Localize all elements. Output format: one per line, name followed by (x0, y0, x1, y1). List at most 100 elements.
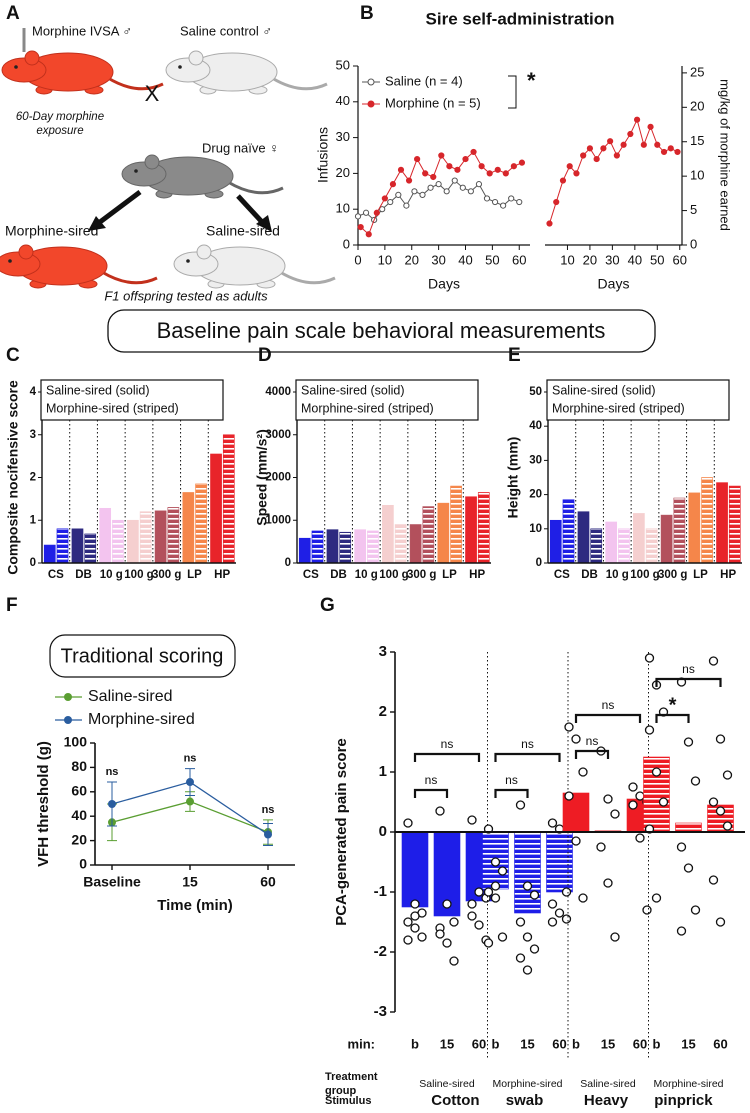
y-tick-label: 30 (336, 129, 350, 144)
x-tick-label: 60 (512, 252, 526, 267)
data-point (483, 938, 494, 948)
legend-label: Saline-sired (solid) (301, 383, 405, 397)
data-point (561, 887, 572, 897)
bar (633, 513, 645, 564)
bar (477, 492, 490, 564)
x-tick-label: b (411, 1036, 419, 1051)
x-tick-label: 15 (601, 1036, 615, 1051)
x-tick-label: 60 (260, 874, 276, 890)
bar (394, 524, 407, 564)
y-tick-label: 3000 (265, 429, 291, 441)
y-tick-label: 1 (379, 763, 387, 780)
x-tick-label: 10 g (606, 569, 629, 581)
y-axis-label: Height (mm) (505, 437, 521, 519)
rat-illustration (173, 244, 336, 289)
rat-ear (24, 50, 40, 66)
data-point (478, 163, 485, 170)
data-point (547, 818, 558, 828)
y-tick-label: 0 (30, 557, 36, 569)
data-point (186, 778, 194, 787)
data-point (427, 184, 434, 191)
data-point (647, 123, 654, 130)
x-tick-label: CS (554, 569, 570, 581)
annotation: ns (106, 766, 119, 778)
data-point (410, 899, 420, 909)
y-tick-label: 20 (529, 489, 542, 501)
x-tick-label: LP (693, 569, 708, 581)
y2-axis-label: mg/kg of morphine earned (718, 79, 733, 231)
data-point (564, 722, 574, 732)
x-tick-label: 50 (485, 252, 499, 267)
x-tick-label: 10 g (100, 569, 123, 581)
y-tick-label: 50 (336, 57, 350, 72)
comparison-bracket (574, 713, 642, 723)
data-point (676, 926, 687, 936)
data-point (610, 932, 620, 942)
data-point (467, 899, 477, 909)
x-tick-label: 50 (650, 252, 664, 267)
x-tick-label: 10 (378, 252, 392, 267)
data-point (529, 944, 540, 954)
data-point (644, 653, 655, 663)
data-point (715, 917, 726, 927)
legend-label: Morphine-sired (striped) (46, 401, 179, 415)
data-point (674, 148, 681, 156)
data-point (411, 188, 418, 195)
data-point (667, 145, 674, 152)
data-point (603, 878, 613, 888)
bar (675, 822, 702, 833)
data-point (467, 911, 477, 921)
data-point (690, 776, 701, 786)
rat-head (165, 57, 211, 83)
chart-title: Traditional scoring (61, 645, 224, 667)
y-tick-label: 30 (529, 454, 542, 466)
y-tick-label: 40 (71, 807, 87, 823)
panel-label: B (360, 3, 374, 24)
data-point (573, 170, 580, 177)
bar (71, 528, 84, 564)
data-point (547, 917, 558, 927)
bar (422, 506, 435, 564)
x-tick-label: 60 (633, 1036, 647, 1051)
bar (688, 492, 701, 564)
bar (562, 499, 575, 564)
data-point (578, 893, 588, 903)
series-line (360, 151, 523, 236)
comparison-label: * (669, 694, 677, 716)
x-tick-label: 15 (681, 1036, 695, 1051)
x-tick-label: 20 (583, 252, 597, 267)
data-point (490, 881, 501, 891)
data-point (516, 198, 523, 206)
y-tick-label: -3 (374, 1003, 387, 1020)
data-point (354, 213, 362, 220)
y-tick-label: 2 (379, 703, 387, 720)
x-tick-label: b (653, 1036, 661, 1051)
bar (99, 507, 112, 564)
data-point (620, 141, 627, 148)
data-point (389, 181, 397, 188)
bar (618, 528, 630, 564)
y-tick-label: 0 (79, 856, 87, 872)
illustration-footnote: F1 offspring tested as adults (104, 288, 268, 303)
data-point (510, 163, 517, 170)
legend-box (40, 379, 224, 421)
y-tick-label: 2000 (265, 472, 291, 484)
data-point (475, 181, 483, 188)
x-tick-label: DB (581, 569, 598, 581)
data-point (459, 184, 466, 191)
rat-illustration (121, 154, 284, 199)
y-tick-label: 20 (336, 165, 350, 180)
illustration-label: Saline-sired (206, 223, 280, 239)
data-point (186, 797, 194, 806)
bar (701, 477, 713, 564)
data-point (515, 917, 526, 927)
arrow-head (88, 216, 106, 231)
data-point (640, 141, 647, 148)
data-point (564, 791, 574, 801)
arrow (236, 194, 264, 224)
data-point (438, 152, 445, 159)
y-tick-label: 4 (30, 386, 37, 398)
bar (546, 831, 573, 893)
rat-tail (271, 76, 328, 91)
data-point (397, 166, 405, 173)
